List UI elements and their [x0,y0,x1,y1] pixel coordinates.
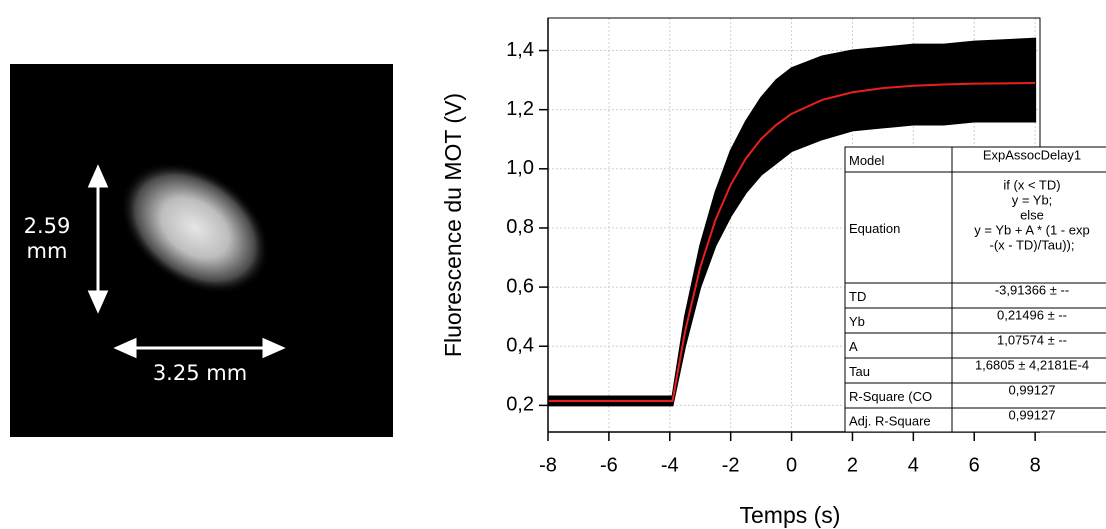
x-tick-label: 8 [1030,454,1041,476]
x-tick-label: -6 [600,454,618,476]
table-value: 1,6805 ± 4,2181E-4 [975,357,1089,372]
table-key: TD [849,289,866,304]
y-tick-label: 1,2 [506,98,534,120]
table-value: -(x - TD)/Tau)); [990,237,1075,252]
table-key: Yb [849,314,865,329]
table-value: y = Yb + A * (1 - exp [974,222,1089,237]
y-tick-label: 0,6 [506,275,534,297]
data-band [548,37,1037,407]
x-tick-label: -8 [539,454,557,476]
table-value: y = Yb; [1012,192,1053,207]
y-tick-label: 0,8 [506,216,534,238]
x-tick-label: 6 [969,454,980,476]
table-value: if (x < TD) [1003,177,1060,192]
plot: -8 -6 -4 -2 0 2 4 6 8 0,2 0,4 0,6 0,8 1,0 1,2 1,4 Model E… [506,17,1106,476]
table-value: 0,99127 [1009,407,1056,422]
height-label: 2.59 [24,214,71,238]
x-tick-label: 4 [908,454,919,476]
y-tick-label: 1,4 [506,39,534,61]
table-key: Adj. R-Square [849,413,931,428]
fit-line [548,82,1036,402]
table-value: 1,07574 ± -- [997,332,1067,347]
y-tick-label: 0,2 [506,394,534,416]
x-tick-label: -4 [661,454,679,476]
y-axis-title: Fluorescence du MOT (V) [440,93,466,357]
x-axis-title: Temps (s) [740,502,841,528]
table-value: -3,91366 ± -- [995,282,1069,297]
table-key: Tau [849,364,870,379]
atom-cloud [120,162,270,294]
scale-arrows [87,164,286,359]
height-unit: mm [27,239,68,263]
table-key: Equation [849,221,900,236]
table-value: else [1020,207,1044,222]
mot-image: 2.59 mm 3.25 mm [10,64,393,437]
x-tick-label: 0 [786,454,797,476]
table-key: R-Square (CO [849,389,932,404]
table-value: 0,99127 [1009,382,1056,397]
table-key: Model [849,153,885,168]
table-value: ExpAssocDelay1 [983,147,1081,162]
data-layer [548,37,1037,407]
width-label: 3.25 mm [153,361,247,385]
table-value: 0,21496 ± -- [997,307,1067,322]
table-background [844,146,1106,433]
x-tick-label: -2 [722,454,740,476]
table-key: A [849,339,858,354]
y-tick-label: 0,4 [506,335,534,357]
x-tick-label: 2 [847,454,858,476]
y-tick-label: 1,0 [506,157,534,179]
